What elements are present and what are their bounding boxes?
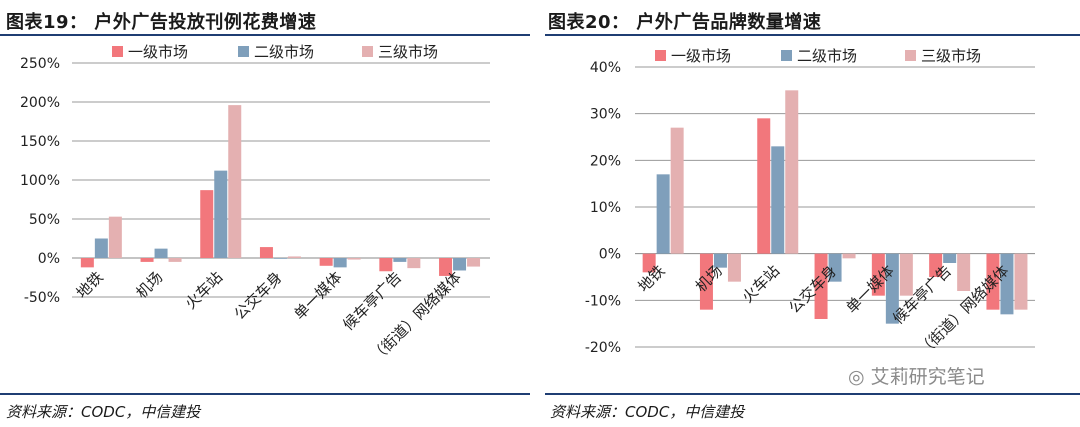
bar xyxy=(214,170,228,258)
bar xyxy=(713,253,727,268)
y-tick-label: 20% xyxy=(590,153,621,169)
bar xyxy=(439,258,453,276)
y-tick-label: 250% xyxy=(20,56,60,72)
bar xyxy=(407,258,421,269)
bar xyxy=(168,258,182,262)
bar xyxy=(1000,253,1014,315)
title-rule-left xyxy=(0,34,530,36)
bar xyxy=(347,258,361,260)
bar xyxy=(94,238,108,258)
bar xyxy=(656,174,670,254)
y-tick-label: 200% xyxy=(20,95,60,111)
legend-label: 二级市场 xyxy=(254,43,314,61)
bar xyxy=(929,253,943,277)
bar xyxy=(319,258,333,266)
y-tick-label: 100% xyxy=(20,173,60,189)
watermark: ◎ 艾莉研究笔记 xyxy=(848,362,985,389)
bar xyxy=(757,118,771,254)
bar xyxy=(1014,253,1028,310)
bar xyxy=(814,253,828,319)
bar xyxy=(785,90,799,254)
bar xyxy=(379,258,393,272)
bar xyxy=(273,258,287,259)
legend-swatch xyxy=(781,50,792,61)
chart-left: -50%0%50%100%150%200%250%一级市场 二级市场 三级市场地铁机… xyxy=(20,43,490,366)
source-note-right: 资料来源：CODC，中信建投 xyxy=(550,403,745,421)
source-note-left: 资料来源：CODC，中信建投 xyxy=(6,403,201,421)
x-tick-label: 地铁 xyxy=(635,262,669,296)
legend-swatch xyxy=(905,50,916,61)
bar xyxy=(200,190,214,258)
bar xyxy=(842,253,856,259)
y-tick-label: -10% xyxy=(585,293,621,309)
source-rule-right xyxy=(545,393,1080,395)
bar xyxy=(259,247,273,258)
bar xyxy=(771,146,785,254)
bar xyxy=(699,253,713,310)
bar xyxy=(670,127,684,254)
bar xyxy=(287,256,301,258)
chart-title-right: 图表20： 户外广告品牌数量增速 xyxy=(548,12,822,33)
legend-label: 三级市场 xyxy=(921,47,981,65)
source-rule-left xyxy=(0,393,530,395)
x-tick-label: 公交车身 xyxy=(231,268,286,323)
bar xyxy=(140,258,154,262)
y-tick-label: 150% xyxy=(20,134,60,150)
legend-swatch xyxy=(112,46,123,57)
x-tick-label: 火车站 xyxy=(182,268,227,313)
x-tick-label: 单一媒体 xyxy=(290,268,345,323)
bar xyxy=(986,253,1000,310)
legend-label: 三级市场 xyxy=(378,43,438,61)
bar xyxy=(154,248,168,258)
title-rule-right xyxy=(545,34,1080,36)
y-tick-label: 0% xyxy=(38,251,60,267)
bar xyxy=(467,258,481,267)
bar xyxy=(642,253,656,273)
bar xyxy=(333,258,347,268)
bar xyxy=(943,253,957,263)
x-tick-label: 火车站 xyxy=(739,262,784,307)
legend-label: 一级市场 xyxy=(671,47,731,65)
bar xyxy=(228,105,242,259)
y-tick-label: 0% xyxy=(599,247,621,263)
watermark-text: 艾莉研究笔记 xyxy=(870,366,985,388)
legend-label: 二级市场 xyxy=(797,47,857,65)
bar xyxy=(885,253,899,324)
legend-swatch xyxy=(238,46,249,57)
y-tick-label: 50% xyxy=(29,212,60,228)
bar xyxy=(871,253,885,296)
bar xyxy=(727,253,741,282)
y-tick-label: -20% xyxy=(585,340,621,356)
y-tick-label: 40% xyxy=(590,60,621,76)
bar xyxy=(899,253,913,296)
bar xyxy=(957,253,971,291)
y-tick-label: 10% xyxy=(590,200,621,216)
x-tick-label: 公交车身 xyxy=(785,262,840,317)
bar xyxy=(108,216,122,258)
bar xyxy=(828,253,842,282)
chart-title-left: 图表19： 户外广告投放刊例花费增速 xyxy=(6,12,317,33)
bar xyxy=(453,258,467,271)
legend-label: 一级市场 xyxy=(128,43,188,61)
bar xyxy=(393,258,407,262)
y-tick-label: 30% xyxy=(590,107,621,123)
bar xyxy=(80,258,94,268)
wechat-icon: ◎ xyxy=(848,366,865,388)
legend-swatch xyxy=(362,46,373,57)
legend-swatch xyxy=(655,50,666,61)
y-tick-label: -50% xyxy=(24,290,60,306)
